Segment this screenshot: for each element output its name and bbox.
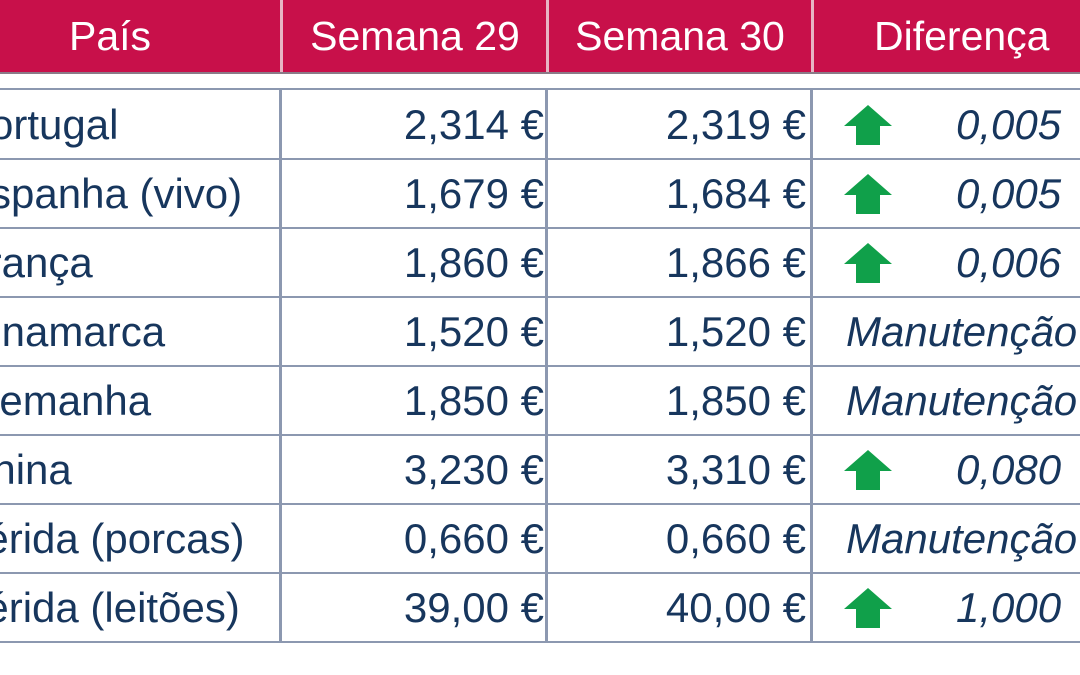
country-name: Lérida (porcas) <box>0 515 245 562</box>
difference-value: 0,005 <box>956 101 1062 148</box>
cell-week29: 1,679 € <box>403 170 544 217</box>
cell-week29: 1,850 € <box>403 377 544 424</box>
cell-week30: 1,684 € <box>665 170 806 217</box>
table-row: Portugal 2,314 € 2,319 € 0,005 <box>0 90 1080 159</box>
difference-value: 0,005 <box>956 170 1062 217</box>
cell-country: Dinamarca <box>0 297 280 366</box>
cell-week30: 3,310 € <box>665 446 806 493</box>
cell-week29: 3,230 € <box>403 446 544 493</box>
country-name: Portugal <box>0 101 119 148</box>
header-country: País <box>0 0 280 72</box>
table-header: País Semana 29 Semana 30 Diferença <box>0 0 1080 74</box>
table-row: Espanha (vivo) 1,679 € 1,684 € 0,005 <box>0 159 1080 228</box>
cell-difference: 0,080 <box>814 435 1080 504</box>
table-row: França 1,860 € 1,866 € 0,006 <box>0 228 1080 297</box>
header-separator <box>811 0 814 72</box>
header-week29: Semana 29 <box>310 13 520 59</box>
table-row: Alemanha 1,850 € 1,850 € Manutenção <box>0 366 1080 435</box>
cell-country: Espanha (vivo) <box>0 159 280 228</box>
row-divider <box>0 296 1080 298</box>
cell-week30: 40,00 € <box>665 584 806 631</box>
column-divider <box>545 88 548 642</box>
cell-country: França <box>0 228 280 297</box>
row-divider <box>0 88 1080 90</box>
difference-status: Manutenção <box>846 308 1078 355</box>
table-row: Lérida (porcas) 0,660 € 0,660 € Manutenção <box>0 504 1080 573</box>
cell-country: Lérida (porcas) <box>0 504 280 573</box>
cell-week29: 1,860 € <box>403 239 544 286</box>
table-body: Portugal2,314 €2,319 €0,005Espanha (vivo… <box>0 88 1080 643</box>
difference-value: 0,006 <box>956 239 1062 286</box>
arrow-up-icon <box>844 243 892 283</box>
header-difference-label: Diferença <box>874 13 1050 59</box>
row-divider <box>0 365 1080 367</box>
header-country-label: País <box>68 13 152 59</box>
row-divider <box>0 158 1080 160</box>
row-divider <box>0 227 1080 229</box>
difference-status: Manutenção <box>846 377 1078 424</box>
cell-week30: 1,520 € <box>665 308 806 355</box>
cell-week29: 39,00 € <box>403 584 544 631</box>
row-divider <box>0 641 1080 643</box>
country-name: Espanha (vivo) <box>0 170 243 217</box>
cell-difference: 1,000 <box>814 573 1080 642</box>
cell-country: China <box>0 435 280 504</box>
cell-difference: 0,006 <box>814 228 1080 297</box>
table-row: Dinamarca 1,520 € 1,520 € Manutenção <box>0 297 1080 366</box>
arrow-up-icon <box>844 588 892 628</box>
arrow-up-icon <box>844 105 892 145</box>
difference-value: 1,000 <box>956 584 1062 631</box>
cell-week30: 0,660 € <box>665 515 806 562</box>
cell-difference: Manutenção <box>814 366 1080 435</box>
arrow-up-icon <box>844 174 892 214</box>
country-name: China <box>0 446 72 493</box>
difference-value: 0,080 <box>956 446 1062 493</box>
cell-week29: 2,314 € <box>403 101 544 148</box>
row-divider <box>0 572 1080 574</box>
country-name: Dinamarca <box>0 308 166 355</box>
cell-difference: Manutenção <box>814 297 1080 366</box>
cell-difference: Manutenção <box>814 504 1080 573</box>
cell-week30: 1,866 € <box>665 239 806 286</box>
country-name: Alemanha <box>0 377 152 424</box>
arrow-up-icon <box>844 450 892 490</box>
header-separator <box>546 0 549 72</box>
cell-week30: 1,850 € <box>665 377 806 424</box>
cell-difference: 0,005 <box>814 90 1080 159</box>
row-divider <box>0 503 1080 505</box>
header-week30: Semana 30 <box>575 13 785 59</box>
header-difference: Diferença <box>814 0 1080 72</box>
difference-status: Manutenção <box>846 515 1078 562</box>
cell-week30: 2,319 € <box>665 101 806 148</box>
column-divider <box>279 88 282 642</box>
cell-difference: 0,005 <box>814 159 1080 228</box>
country-name: França <box>0 239 93 286</box>
header-separator <box>280 0 283 72</box>
cell-country: Portugal <box>0 90 280 159</box>
table-row: China 3,230 € 3,310 € 0,080 <box>0 435 1080 504</box>
cell-week29: 1,520 € <box>403 308 544 355</box>
column-divider <box>810 88 813 642</box>
country-name: Lérida (leitões) <box>0 584 240 631</box>
row-divider <box>0 434 1080 436</box>
cell-country: Alemanha <box>0 366 280 435</box>
table-row: Lérida (leitões) 39,00 € 40,00 € 1,000 <box>0 573 1080 642</box>
cell-country: Lérida (leitões) <box>0 573 280 642</box>
cell-week29: 0,660 € <box>403 515 544 562</box>
